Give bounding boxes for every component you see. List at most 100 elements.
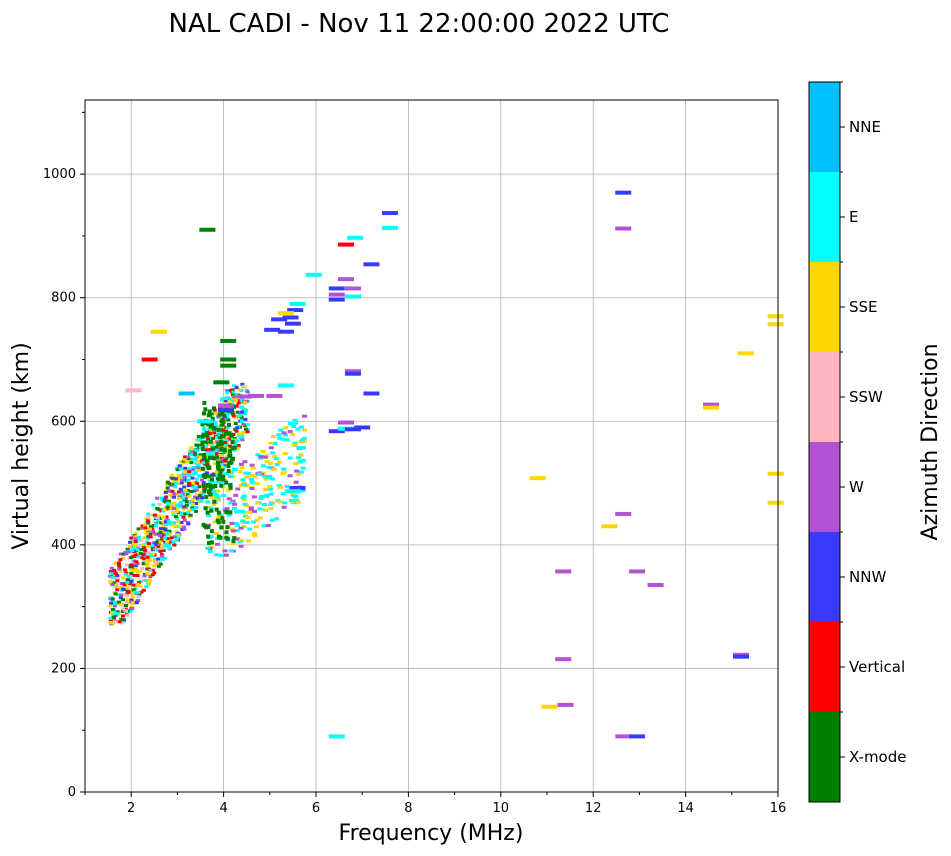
echo-point: [215, 464, 220, 469]
echo-point: [146, 542, 151, 546]
echo-point: [126, 590, 131, 594]
echo-point: [252, 509, 258, 513]
echo-point: [173, 524, 178, 528]
echo-point: [169, 495, 174, 499]
echo-point: [236, 394, 253, 399]
echo-point: [186, 455, 191, 459]
echo-point: [223, 553, 229, 557]
echo-point: [280, 472, 286, 476]
echo-point: [767, 500, 784, 505]
echo-point: [215, 489, 221, 493]
echo-point: [147, 578, 152, 582]
echo-point: [165, 518, 170, 522]
echo-point: [176, 519, 181, 523]
echo-point: [217, 408, 234, 413]
echo-point: [129, 598, 134, 602]
echo-point: [767, 322, 784, 327]
echo-point: [249, 473, 255, 477]
echo-point: [119, 593, 124, 597]
echo-point: [176, 473, 181, 477]
echo-point: [121, 587, 126, 591]
echo-point: [193, 455, 198, 459]
echo-point: [167, 522, 172, 526]
echo-point: [328, 292, 345, 297]
echo-point: [214, 470, 219, 474]
echo-point: [205, 434, 210, 439]
echo-point: [214, 455, 219, 460]
echo-point: [214, 542, 220, 546]
echo-point: [139, 590, 144, 594]
echo-point: [271, 435, 277, 439]
echo-point: [214, 507, 219, 512]
echo-point: [230, 393, 235, 397]
echo-point: [161, 548, 166, 552]
echo-point: [153, 560, 158, 564]
echo-point: [213, 531, 219, 535]
echo-point: [146, 516, 151, 520]
echo-point: [230, 388, 235, 392]
y-tick-label: 800: [51, 291, 76, 306]
echo-point: [186, 511, 191, 515]
echo-point: [203, 440, 208, 444]
echo-point: [152, 571, 157, 575]
echo-point: [206, 490, 211, 495]
echo-point: [163, 528, 168, 532]
echo-point: [153, 522, 158, 526]
echo-point: [158, 530, 163, 534]
echo-point: [195, 493, 200, 497]
echo-point: [381, 211, 398, 216]
echo-point: [181, 461, 186, 465]
echo-point: [112, 568, 117, 572]
echo-point: [217, 453, 222, 457]
echo-point: [226, 418, 231, 422]
echo-point: [328, 286, 345, 291]
echo-point: [163, 556, 168, 560]
echo-point: [156, 514, 161, 518]
echo-point: [168, 489, 173, 493]
echo-point: [205, 458, 210, 463]
echo-point: [196, 463, 201, 467]
echo-point: [196, 460, 201, 464]
echo-point: [299, 438, 305, 442]
echo-point: [113, 571, 118, 575]
echo-point: [191, 472, 196, 476]
echo-point: [158, 527, 163, 531]
colorbar-frame: [808, 81, 841, 803]
echo-point: [238, 526, 244, 530]
echo-point: [162, 497, 167, 501]
echo-point: [116, 600, 121, 604]
echo-point: [120, 614, 125, 618]
echo-point: [190, 483, 195, 487]
echo-point: [231, 412, 236, 416]
echo-point: [208, 488, 213, 492]
chart-title: NAL CADI - Nov 11 22:00:00 2022 UTC: [169, 9, 670, 39]
echo-point: [208, 443, 213, 447]
echo-point: [216, 442, 221, 447]
echo-point: [130, 595, 135, 599]
echo-point: [127, 550, 132, 554]
echo-point: [191, 466, 196, 470]
echo-point: [219, 525, 224, 530]
echo-point: [218, 470, 223, 475]
echo-point: [244, 475, 250, 479]
echo-point: [298, 446, 304, 450]
echo-point: [150, 527, 155, 531]
echo-point: [277, 311, 294, 316]
echo-point: [298, 453, 304, 457]
echo-point: [189, 446, 194, 450]
echo-point: [264, 327, 281, 332]
echo-point: [179, 513, 184, 517]
echo-point: [301, 458, 307, 462]
echo-point: [160, 546, 165, 550]
echo-point: [110, 621, 115, 625]
echo-point: [264, 494, 270, 498]
echo-point: [117, 563, 122, 567]
echo-point: [161, 520, 166, 524]
echo-point: [228, 501, 234, 505]
echo-point: [231, 390, 236, 394]
echo-point: [271, 317, 288, 322]
echo-point: [210, 496, 216, 500]
echo-point: [268, 506, 274, 510]
echo-cluster: [108, 382, 308, 626]
